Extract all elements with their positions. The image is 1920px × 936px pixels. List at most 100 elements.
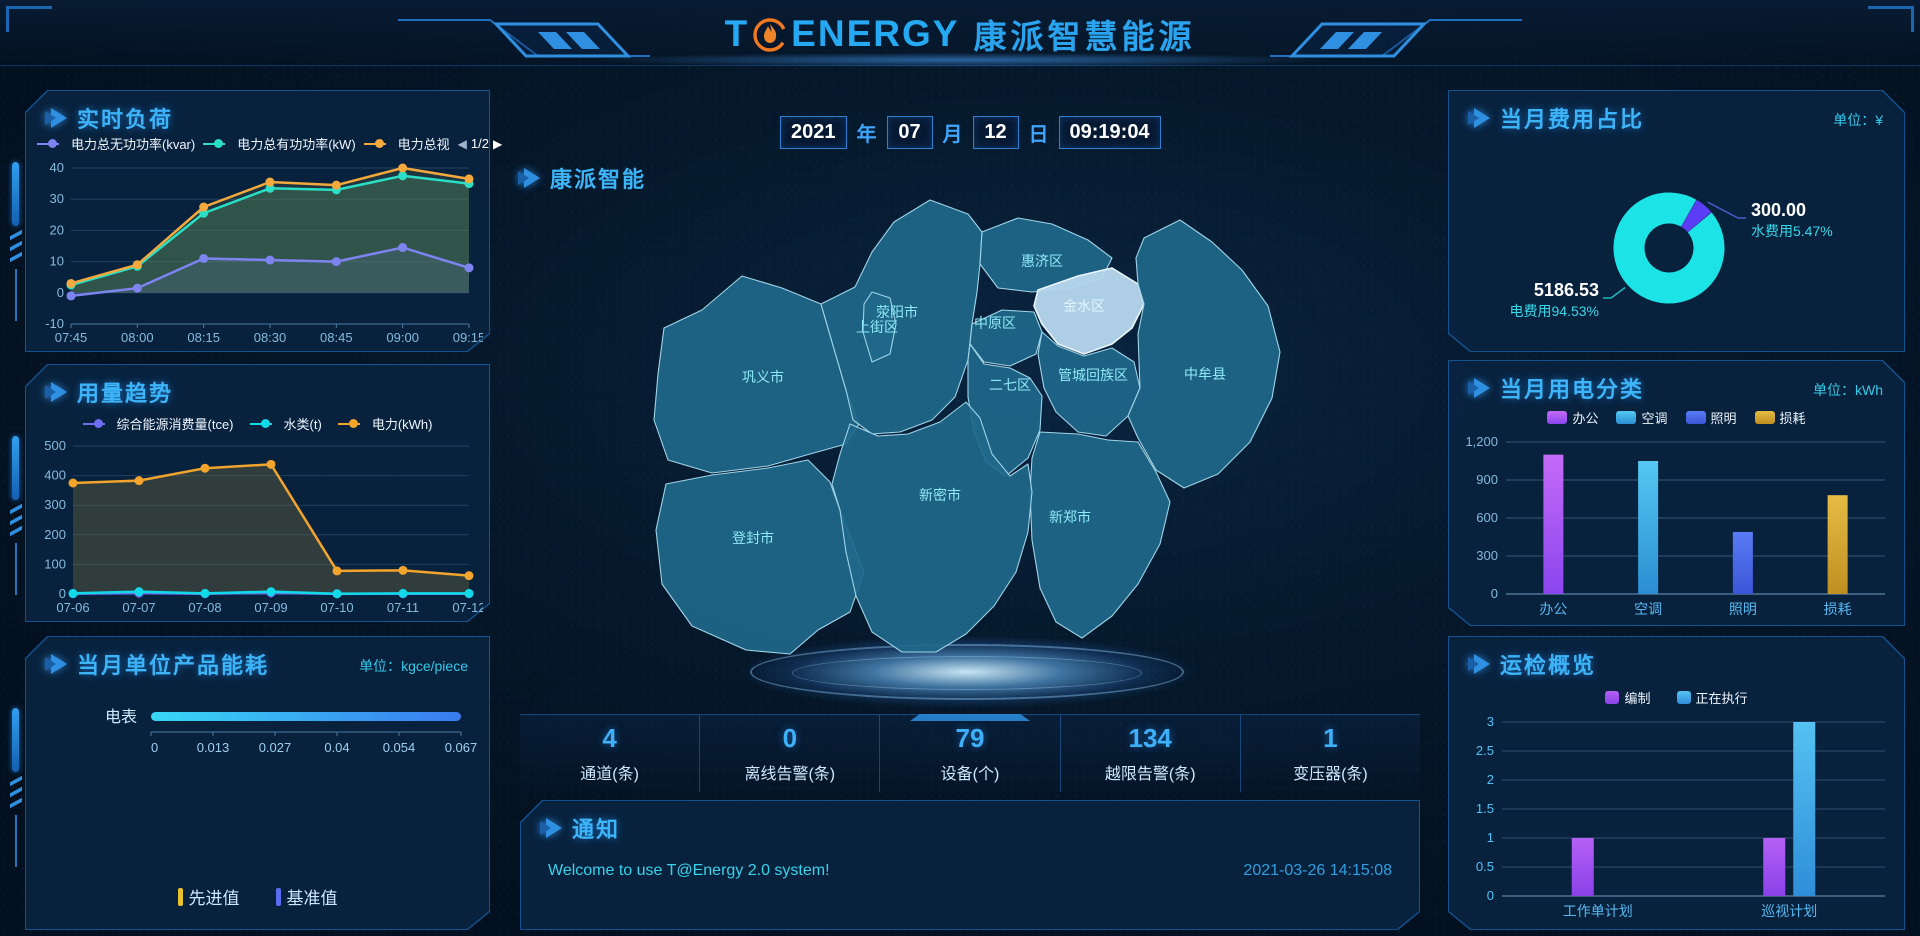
panel-title-usage-trend: 用量趋势 xyxy=(77,381,174,406)
legend-item[interactable]: 电力(kWh) xyxy=(337,414,433,433)
map-district-新郑市[interactable] xyxy=(1029,431,1171,639)
chart-unit-energy: 电表 0 0.013 0.027 0.04 0.054 0.067 xyxy=(105,708,478,755)
notice-message: Welcome to use T@Energy 2.0 system! xyxy=(548,862,830,879)
svg-text:水费用5.47%: 水费用5.47% xyxy=(1751,223,1833,239)
svg-text:08:45: 08:45 xyxy=(320,330,353,345)
legend-item[interactable]: 电力总有功功率(kW) xyxy=(203,134,356,153)
stat-devices: 79 设备(个) xyxy=(879,715,1059,792)
map-district-上街区[interactable] xyxy=(862,291,897,363)
map-district-label: 中原区 xyxy=(974,315,1016,331)
svg-text:09:15: 09:15 xyxy=(453,330,483,345)
datetime-bar: 2021 年 07 月 12 日 09:19:04 xyxy=(780,116,1161,149)
svg-text:300: 300 xyxy=(44,497,66,512)
legend-item[interactable]: 电力总无功功率(kvar) xyxy=(37,134,195,153)
legend-label: 电力(kWh) xyxy=(371,417,433,432)
year-box: 2021 xyxy=(780,116,847,149)
map-district-label: 惠济区 xyxy=(1021,253,1063,269)
legend-item[interactable]: 办公 xyxy=(1547,408,1598,427)
flame-at-icon xyxy=(753,18,787,52)
chart-inspection: 0 0.5 1 1.5 2 2.5 3 工作单计划 巡视计划 xyxy=(1476,714,1885,919)
svg-text:07-10: 07-10 xyxy=(320,600,353,615)
legend-next-icon[interactable]: ▶ xyxy=(492,136,503,151)
unit-label: 单位：¥ xyxy=(1833,112,1883,128)
legend-item-baseline[interactable]: 基准值 xyxy=(275,884,338,909)
svg-text:07-06: 07-06 xyxy=(56,600,89,615)
svg-text:08:00: 08:00 xyxy=(121,330,154,345)
svg-text:0: 0 xyxy=(59,586,66,601)
svg-text:0: 0 xyxy=(1491,586,1498,601)
svg-text:0.054: 0.054 xyxy=(383,740,416,755)
year-unit: 年 xyxy=(856,124,877,146)
panel-arrow-icon xyxy=(45,108,67,128)
map-district-label: 管城回族区 xyxy=(1058,367,1128,383)
panel-notice: 通知 Welcome to use T@Energy 2.0 system! 2… xyxy=(520,800,1420,930)
unit-label: 单位：kWh xyxy=(1813,382,1883,398)
legend-item[interactable]: 编制 xyxy=(1605,688,1651,707)
legend-marker xyxy=(275,887,281,906)
legend-item[interactable]: 空调 xyxy=(1616,408,1668,427)
legend-electricity-class: 办公 空调 照明 损耗 xyxy=(1448,408,1905,427)
svg-text:07-08: 07-08 xyxy=(188,600,221,615)
svg-text:照明: 照明 xyxy=(1729,601,1757,617)
legend-label: 水类(t) xyxy=(283,417,322,432)
legend-item[interactable]: 照明 xyxy=(1685,408,1737,427)
map-district-金水区[interactable] xyxy=(1033,267,1145,355)
panel-usage-trend: 用量趋势 综合能源消费量(tce) 水类(t) 电力(kWh) 0 100 200 300… xyxy=(10,364,490,622)
legend-item[interactable]: 电力总视 xyxy=(363,134,450,153)
legend-item[interactable]: 损耗 xyxy=(1754,408,1806,427)
panel-title-unit-energy: 当月单位产品能耗 xyxy=(77,653,270,678)
legend-item[interactable]: 水类(t) xyxy=(249,414,322,433)
map-district-登封市[interactable] xyxy=(655,459,865,655)
svg-text:1,200: 1,200 xyxy=(1465,434,1498,449)
svg-text:0.027: 0.027 xyxy=(259,740,292,755)
svg-text:3: 3 xyxy=(1487,714,1494,729)
legend-item-advanced[interactable]: 先进值 xyxy=(177,884,240,909)
legend-prev-icon[interactable]: ◀ xyxy=(457,136,467,151)
panel-title-cost-share: 当月费用占比 xyxy=(1500,107,1645,132)
panel-edge-deco xyxy=(9,436,23,595)
legend-label: 办公 xyxy=(1572,411,1599,426)
svg-text:900: 900 xyxy=(1476,472,1498,487)
day-unit: 日 xyxy=(1028,124,1049,146)
svg-text:0: 0 xyxy=(151,740,158,755)
stat-label: 越限告警(条) xyxy=(1104,766,1196,783)
legend-label: 电力总有功功率(kW) xyxy=(237,137,356,152)
chart-realtime-load: -10 0 10 20 30 40 07:45 08:00 08:15 08:30 08:45 09:… xyxy=(45,160,483,345)
svg-text:100: 100 xyxy=(44,556,66,571)
svg-text:200: 200 xyxy=(44,527,66,542)
svg-text:电费用94.53%: 电费用94.53% xyxy=(1510,303,1599,319)
map-district-label: 上街区 xyxy=(856,319,898,335)
svg-text:办公: 办公 xyxy=(1539,601,1567,617)
svg-text:300: 300 xyxy=(1476,548,1498,563)
legend-item[interactable]: 正在执行 xyxy=(1676,688,1748,707)
panel-arrow-icon xyxy=(1468,108,1490,128)
svg-text:08:30: 08:30 xyxy=(254,330,287,345)
stat-value: 4 xyxy=(602,723,617,753)
legend-inspection: 编制 正在执行 xyxy=(1448,688,1905,707)
legend-label: 正在执行 xyxy=(1695,691,1748,706)
panel-arrow-icon xyxy=(45,654,67,674)
svg-text:电表: 电表 xyxy=(105,708,137,726)
panel-cost-share: 当月费用占比 单位：¥ 300.00 水费用5.47% 5186.53 电费用94.5… xyxy=(1448,90,1905,352)
stat-label: 设备(个) xyxy=(940,766,1000,783)
map-district-中牟县[interactable] xyxy=(1127,219,1281,489)
notice-timestamp: 2021-03-26 14:15:08 xyxy=(1243,862,1392,879)
legend-realtime-load: 电力总无功功率(kvar) 电力总有功功率(kW) 电力总视 ◀ 1/2 ▶ xyxy=(37,134,502,153)
legend-item[interactable]: 综合能源消费量(tce) xyxy=(82,414,234,433)
stat-limit-alarms: 134 越限告警(条) xyxy=(1059,715,1240,792)
panel-unit-energy: 当月单位产品能耗 单位：kgce/piece 电表 0 0.013 0.027 0.04… xyxy=(10,636,490,930)
map-district-新密市[interactable] xyxy=(831,401,1033,653)
stat-value: 0 xyxy=(782,723,798,753)
svg-text:07-09: 07-09 xyxy=(254,600,287,615)
stat-label: 变压器(条) xyxy=(1293,766,1368,783)
svg-text:30: 30 xyxy=(50,191,64,206)
corner-bracket-left xyxy=(6,6,52,32)
svg-text:0.067: 0.067 xyxy=(445,740,478,755)
corner-bracket-right xyxy=(1868,6,1914,32)
svg-text:08:15: 08:15 xyxy=(187,330,220,345)
svg-text:10: 10 xyxy=(50,254,64,269)
panel-title-notice: 通知 xyxy=(572,817,621,842)
panel-title-electricity-class: 当月用电分类 xyxy=(1500,377,1645,402)
stats-bar: 4 通道(条) 0 离线告警(条) 79 设备(个) 134 越限告警(条) 1… xyxy=(520,714,1420,792)
